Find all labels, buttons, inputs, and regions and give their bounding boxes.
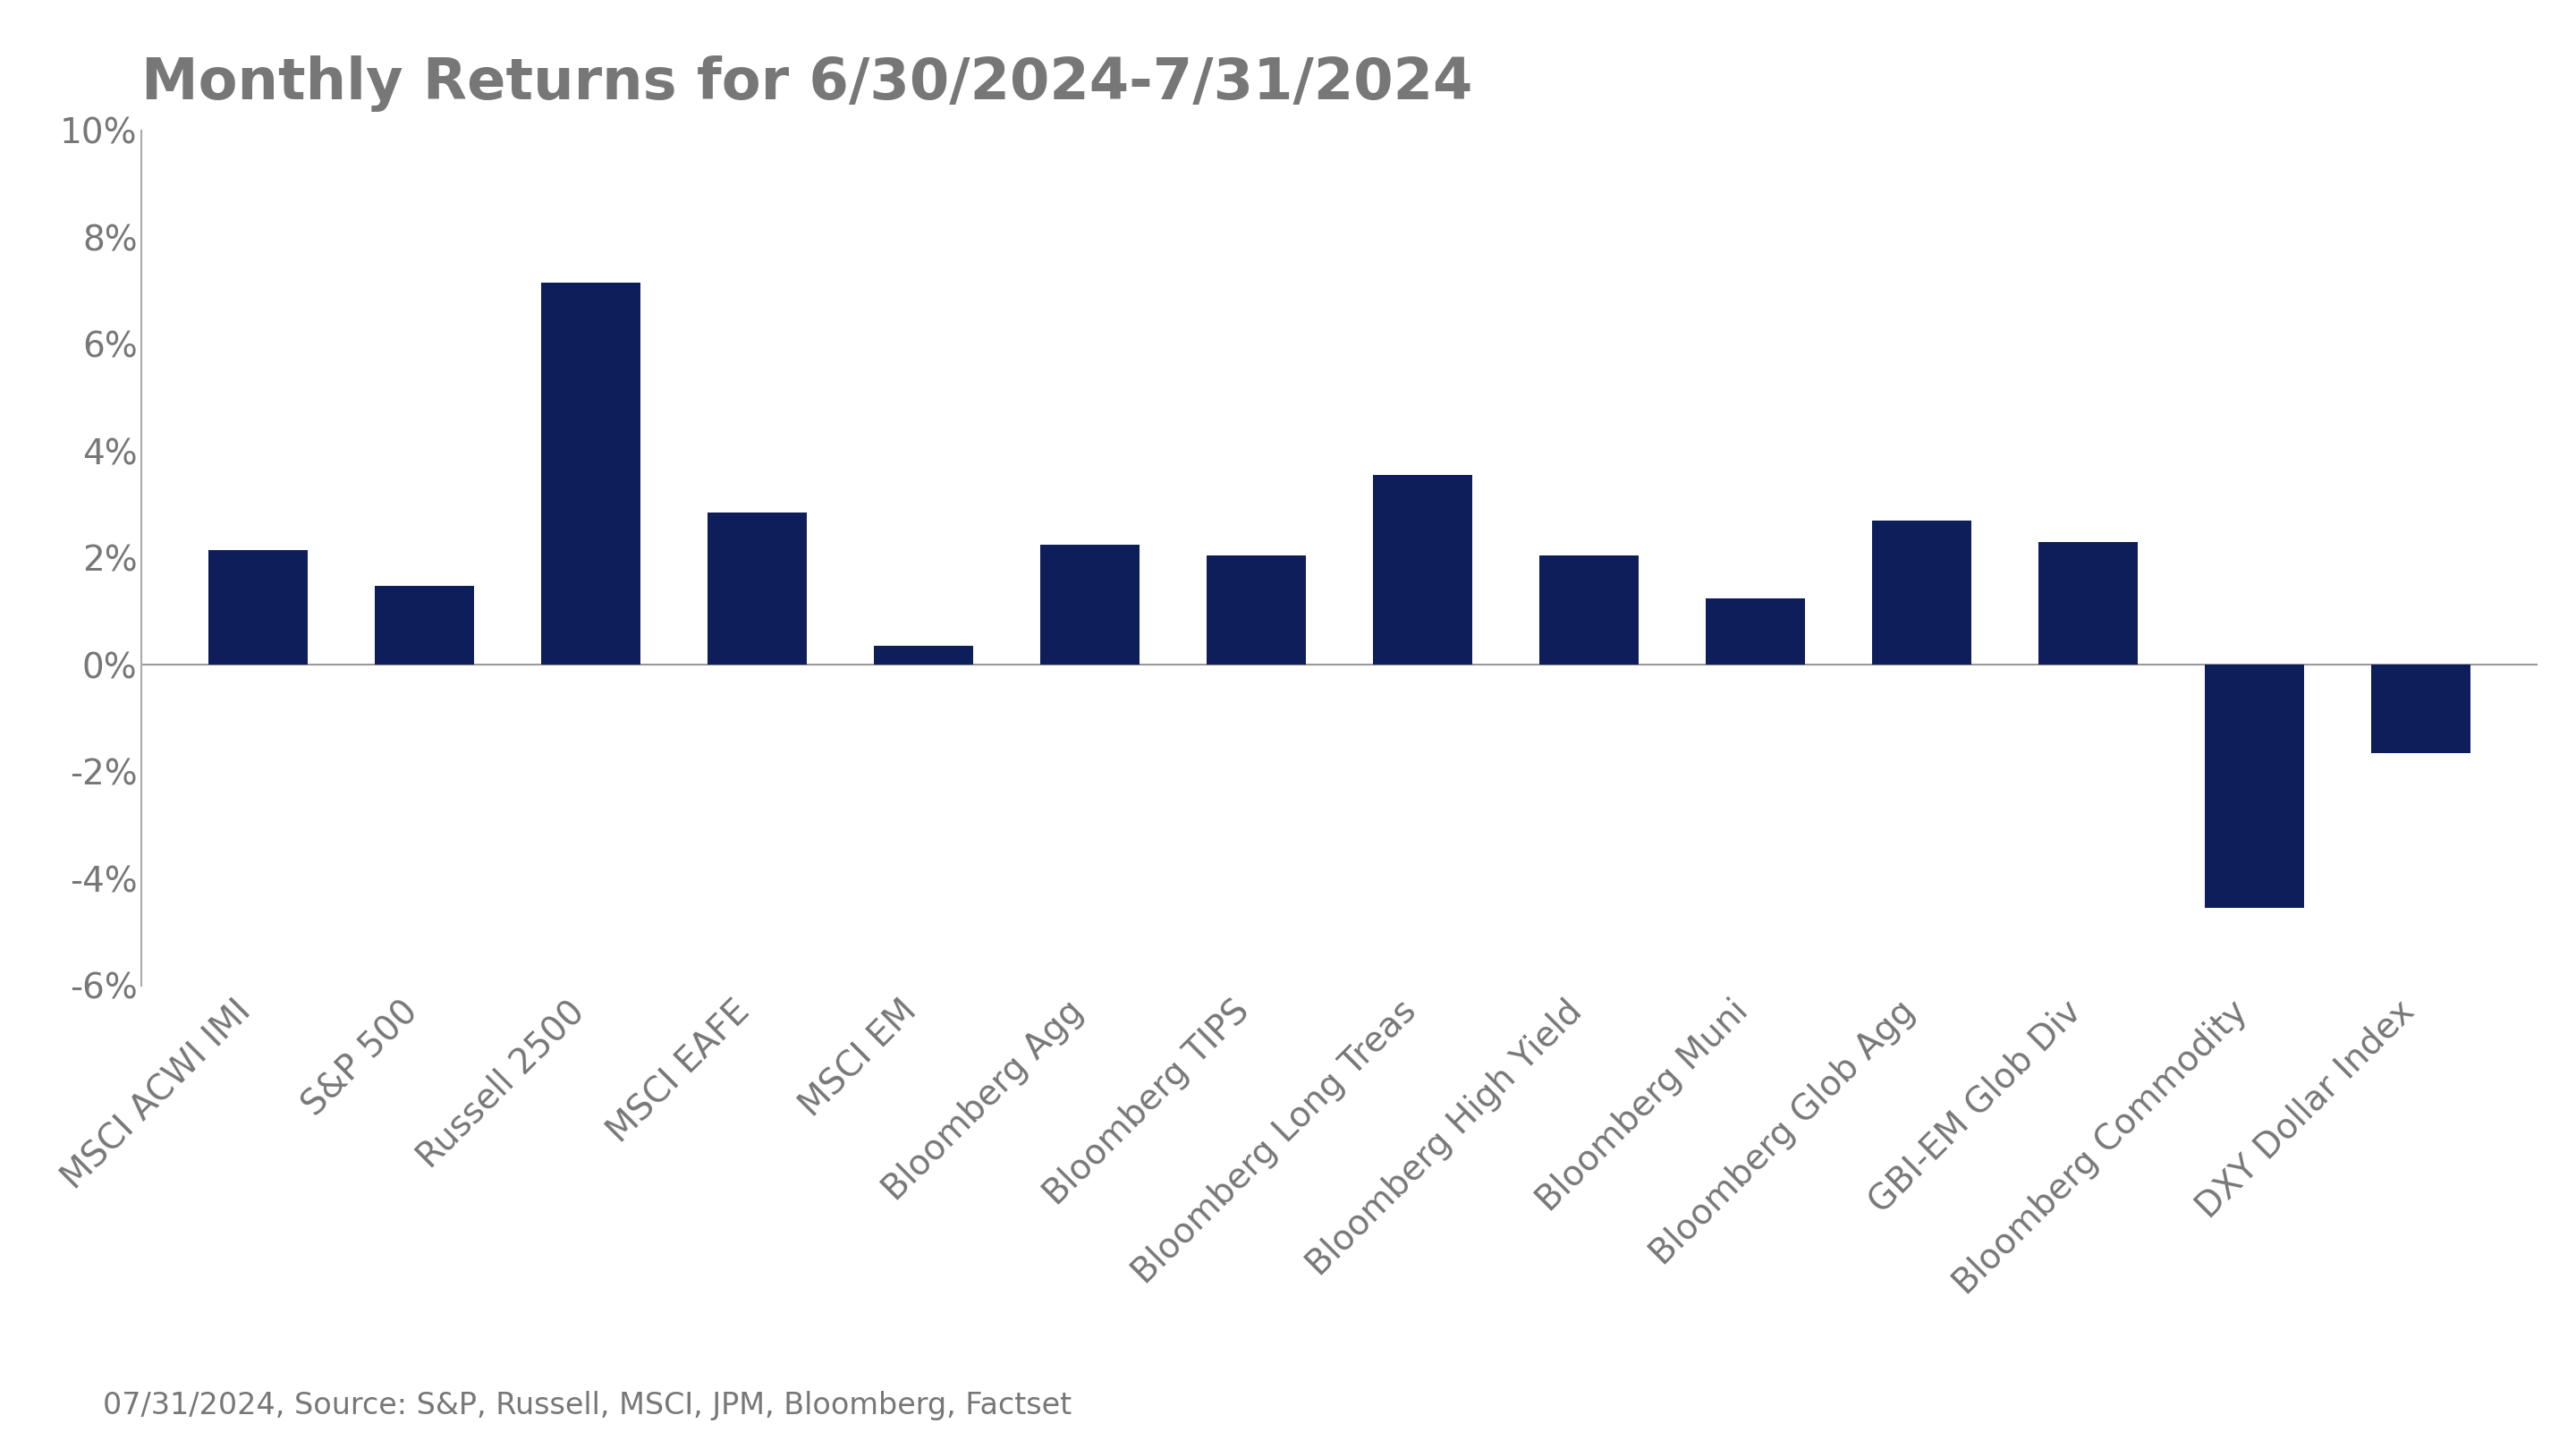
Bar — [374, 585, 474, 665]
Bar — [1041, 545, 1141, 665]
Bar — [1373, 475, 1473, 665]
Bar — [541, 283, 641, 665]
Text: 07/31/2024, Source: S&P, Russell, MSCI, JPM, Bloomberg, Factset: 07/31/2024, Source: S&P, Russell, MSCI, … — [103, 1391, 1072, 1420]
Bar — [708, 513, 806, 665]
Text: Monthly Returns for 6/30/2024-7/31/2024: Monthly Returns for 6/30/2024-7/31/2024 — [142, 55, 1473, 112]
Bar — [209, 549, 309, 665]
Bar — [2370, 665, 2470, 753]
Bar — [2205, 665, 2306, 909]
Bar — [1873, 520, 1971, 665]
Bar — [873, 646, 974, 665]
Bar — [1705, 598, 1806, 665]
Bar — [1540, 555, 1638, 665]
Bar — [1206, 555, 1306, 665]
Bar — [2038, 542, 2138, 665]
